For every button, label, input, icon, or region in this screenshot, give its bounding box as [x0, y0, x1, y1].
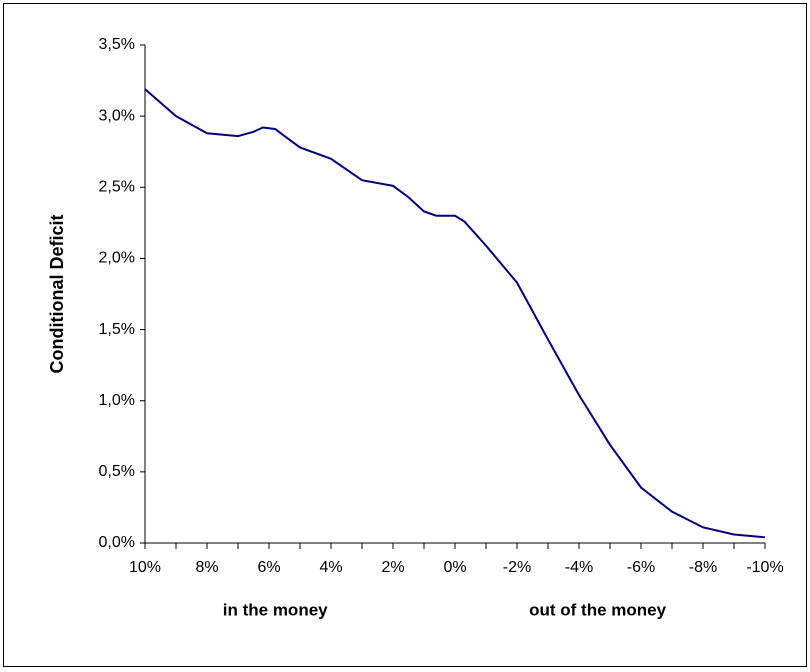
- x-tick-label: 4%: [319, 559, 342, 576]
- annotation: in the money: [223, 600, 328, 619]
- x-tick-label: -2%: [503, 559, 531, 576]
- x-tick-label: 0%: [443, 559, 466, 576]
- x-tick-label: -10%: [746, 559, 783, 576]
- y-axis-label: Conditional Deficit: [47, 215, 67, 374]
- x-tick-label: -6%: [627, 559, 655, 576]
- y-tick-label: 1,5%: [99, 321, 135, 338]
- y-tick-label: 1,0%: [99, 392, 135, 409]
- y-tick-label: 3,0%: [99, 107, 135, 124]
- x-tick-label: 2%: [381, 559, 404, 576]
- y-tick-label: 2,5%: [99, 179, 135, 196]
- x-tick-label: -8%: [689, 559, 717, 576]
- y-tick-label: 0,5%: [99, 463, 135, 480]
- chart-frame: [3, 3, 807, 667]
- x-tick-label: 8%: [195, 559, 218, 576]
- annotation: out of the money: [529, 600, 666, 619]
- x-tick-label: -4%: [565, 559, 593, 576]
- x-tick-label: 10%: [129, 559, 161, 576]
- y-tick-label: 3,5%: [99, 36, 135, 53]
- x-tick-label: 6%: [257, 559, 280, 576]
- y-tick-label: 0,0%: [99, 534, 135, 551]
- line: [144, 88, 766, 539]
- y-tick-label: 2,0%: [99, 250, 135, 267]
